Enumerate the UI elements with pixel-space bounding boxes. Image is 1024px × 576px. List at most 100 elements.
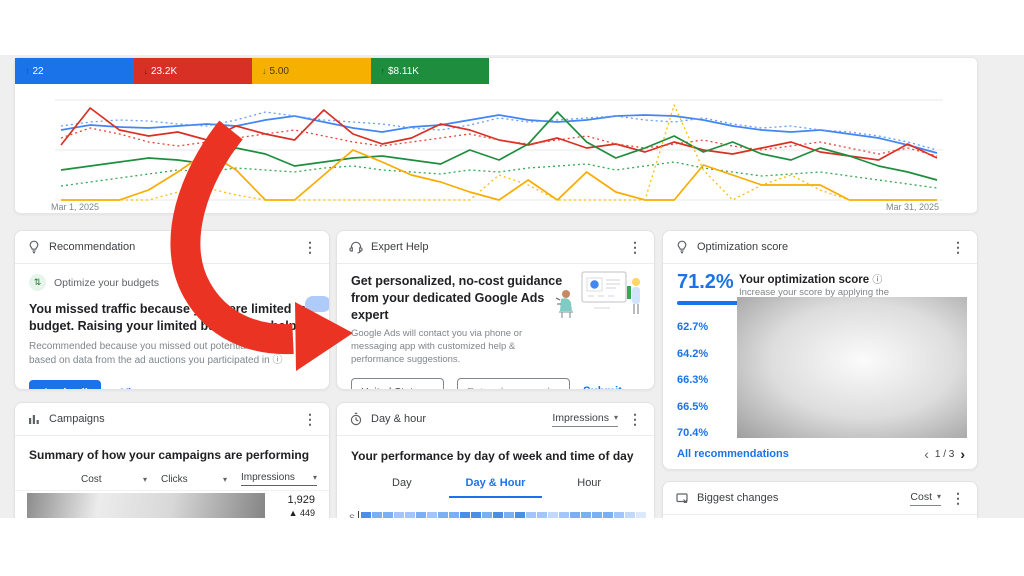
heatmap-cell <box>361 512 371 523</box>
heatmap-row-sunday: S <box>349 511 654 524</box>
heatmap-cell <box>482 512 492 523</box>
expert-help-title: Get personalized, no-cost guidance from … <box>351 274 563 322</box>
metric-chip-cpc[interactable]: ↓ 5.00 <box>252 58 371 84</box>
optimization-title: Your optimization score ⓘ <box>739 274 883 286</box>
impressions-value: 1,929 <box>287 494 315 506</box>
trend-arrow-icon: ↓ <box>262 66 267 76</box>
chevron-down-icon: ▾ <box>312 473 317 482</box>
letterbox-bottom <box>0 518 1024 576</box>
campaign-score-link[interactable]: 62.7% <box>677 321 709 334</box>
chevron-down-icon: ▾ <box>142 474 147 484</box>
prev-page-icon[interactable]: ‹ <box>924 446 929 462</box>
trend-arrow-icon: ↑ <box>380 66 386 76</box>
column-header-clicks[interactable]: Clicks ▾ <box>161 473 227 485</box>
expert-help-description: Google Ads will contact you via phone or… <box>351 327 523 366</box>
metric-value: 5.00 <box>269 65 289 77</box>
heatmap-cell <box>504 512 514 523</box>
metric-chip-impressions[interactable]: ↓ 23.2K <box>133 58 252 84</box>
heatmap-cell <box>416 512 426 523</box>
tab-day[interactable]: Day <box>392 477 412 489</box>
heatmap-cell <box>394 512 404 523</box>
tab-hour[interactable]: Hour <box>577 477 602 489</box>
heatmap-cell <box>559 512 569 523</box>
all-recommendations-link[interactable]: All recommendations <box>677 448 789 460</box>
heatmap-row-label: S <box>349 513 355 523</box>
country-selected-value: United States <box>361 386 424 389</box>
heatmap-cell <box>581 512 591 523</box>
heatmap-cell <box>438 512 448 523</box>
metric-value: 23.2K <box>151 65 178 77</box>
heatmap-axis <box>358 511 360 524</box>
chevron-down-icon: ▾ <box>430 388 434 389</box>
metric-value: $8.11K <box>388 65 419 77</box>
metric-dropdown[interactable]: Cost ▾ <box>910 491 941 506</box>
country-select[interactable]: United States ▾ <box>351 377 444 389</box>
card-title: Biggest changes <box>697 492 779 504</box>
heatmap-cell <box>460 512 470 523</box>
recommendation-description: Recommended because you missed out poten… <box>29 340 320 367</box>
chevron-down-icon: ▾ <box>222 474 227 484</box>
apply-all-button[interactable]: Apply all <box>29 379 101 389</box>
heatmap-cell <box>570 512 580 523</box>
recommendation-headline: You missed traffic because you were limi… <box>29 302 310 333</box>
heatmap-cell <box>427 512 437 523</box>
heatmap-cell <box>383 512 393 523</box>
card-title: Optimization score <box>697 241 789 253</box>
heatmap-cell <box>537 512 547 523</box>
info-icon[interactable]: ⓘ <box>872 275 883 286</box>
next-page-icon[interactable]: › <box>960 446 965 462</box>
lightbulb-icon <box>27 240 41 254</box>
chart-start-date: Mar 1, 2025 <box>51 202 100 212</box>
more-menu-icon[interactable]: ⋮ <box>951 490 965 506</box>
info-icon[interactable]: ⓘ <box>272 355 283 367</box>
card-title: Expert Help <box>371 241 429 253</box>
clock-icon <box>349 412 363 426</box>
heatmap-cell <box>515 512 525 523</box>
campaign-score-list: 62.7% 64.2% 66.3% 66.5% 70.4% <box>677 314 708 447</box>
heatmap-cell <box>548 512 558 523</box>
metric-value: 22 <box>32 65 44 77</box>
heatmap-cell <box>405 512 415 523</box>
heatmap-cell <box>625 512 635 523</box>
metric-dropdown[interactable]: Impressions ▾ <box>552 412 618 427</box>
view-button[interactable]: View <box>121 387 146 389</box>
campaigns-summary: Summary of how your campaigns are perfor… <box>29 448 310 462</box>
recommendation-badge <box>305 296 329 312</box>
phone-number-input[interactable] <box>457 377 570 389</box>
campaign-score-link[interactable]: 64.2% <box>677 347 709 360</box>
optimization-score-card: Optimization score ⋮ 71.2% Your optimiza… <box>662 230 978 470</box>
campaign-score-link[interactable]: 66.3% <box>677 374 709 387</box>
column-header-cost[interactable]: Cost ▾ <box>81 473 147 485</box>
metric-chip-clicks[interactable]: ↑ 22 <box>15 58 134 84</box>
chart-end-date: Mar 31, 2025 <box>885 202 939 212</box>
optimize-budgets-icon: ⇅ <box>29 274 46 291</box>
heatmap-cell <box>471 512 481 523</box>
heatmap-cell <box>493 512 503 523</box>
metric-chip-cost[interactable]: ↑ $8.11K <box>370 58 489 84</box>
submit-button[interactable]: Submit <box>583 386 622 389</box>
more-menu-icon[interactable]: ⋮ <box>303 411 317 427</box>
metric-chips: ↑ 22 ↓ 23.2K ↓ 5.00 ↑ $8.11K <box>15 58 489 84</box>
tab-day-and-hour[interactable]: Day & Hour <box>448 471 543 498</box>
more-menu-icon[interactable]: ⋮ <box>303 239 317 255</box>
bar-chart-icon <box>27 412 41 426</box>
column-header-impressions[interactable]: Impressions ▾ <box>241 472 317 486</box>
trend-arrow-icon: ↓ <box>143 66 149 76</box>
blurred-campaign-list <box>737 297 967 438</box>
day-hour-title: Your performance by day of week and time… <box>351 449 634 463</box>
more-menu-icon[interactable]: ⋮ <box>628 239 642 255</box>
card-title: Day & hour <box>371 413 427 425</box>
heatmap-cell <box>603 512 613 523</box>
campaign-score-link[interactable]: 70.4% <box>677 427 709 440</box>
headset-icon <box>349 240 363 254</box>
campaign-score-link[interactable]: 66.5% <box>677 400 709 413</box>
optimization-progress-bar <box>677 301 777 305</box>
optimization-score-value: 71.2% <box>677 271 734 293</box>
more-menu-icon[interactable]: ⋮ <box>951 239 965 255</box>
more-menu-icon[interactable]: ⋮ <box>628 411 642 427</box>
impressions-delta: ▲ 449 <box>288 508 315 518</box>
performance-line-chart <box>55 99 943 201</box>
heatmap-cell <box>449 512 459 523</box>
pagination-label: 1 / 3 <box>934 448 955 460</box>
